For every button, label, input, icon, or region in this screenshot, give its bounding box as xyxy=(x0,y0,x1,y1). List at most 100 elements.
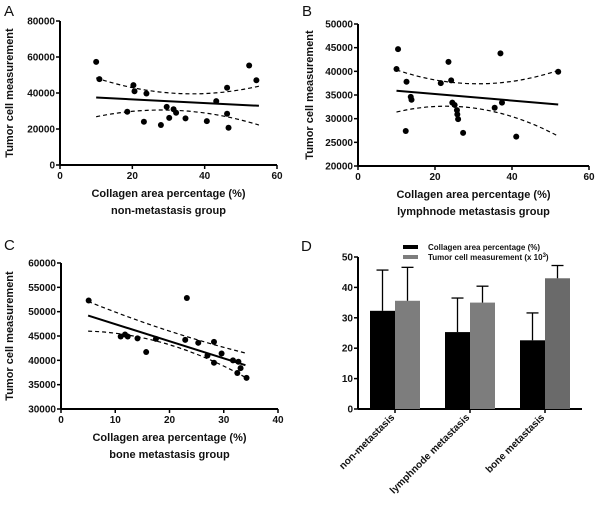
data-point xyxy=(85,297,92,304)
y-axis-title: Tumor cell measurement xyxy=(4,271,16,401)
y-tick-label: 40000 xyxy=(27,89,55,100)
data-point xyxy=(445,58,452,65)
data-point xyxy=(455,116,462,123)
legend-label-prefix: Tumor cell measurement (x 10 xyxy=(428,253,543,262)
data-point xyxy=(408,96,415,103)
data-point xyxy=(210,359,217,366)
lower-confidence-band xyxy=(88,330,246,378)
data-point xyxy=(124,108,131,115)
data-point xyxy=(204,352,211,359)
data-point xyxy=(403,78,410,85)
data-point xyxy=(437,80,444,87)
upper-confidence-band xyxy=(87,300,246,354)
data-point xyxy=(224,84,231,91)
data-point xyxy=(498,99,505,106)
x-axis-title: Collagen area percentage (%) xyxy=(91,188,245,200)
x-tick-label: 60 xyxy=(271,171,283,182)
y-tick-label: 20000 xyxy=(325,162,353,173)
y-tick-label: 20000 xyxy=(27,125,55,136)
panel-subtitle: non-metastasis group xyxy=(111,205,226,217)
x-tick-label: 60 xyxy=(583,172,595,183)
data-point xyxy=(131,88,138,95)
panel-label: D xyxy=(301,238,312,255)
y-tick-label: 30000 xyxy=(325,114,353,125)
legend-label-tumor-cell: Tumor cell measurement (x 103) xyxy=(428,253,549,262)
y-axis-title: Tumor cell measurement xyxy=(304,30,316,160)
data-point xyxy=(163,103,170,110)
x-tick-label: 20 xyxy=(429,172,441,183)
panel-c: C 0 10 20 30 40 30000 35000 40000 45000 50000 55000… xyxy=(4,237,284,461)
data-point xyxy=(513,133,520,140)
y-axis-title: Tumor cell measurement xyxy=(4,28,16,158)
regression-line xyxy=(87,314,246,367)
data-point xyxy=(235,358,242,365)
x-tick-label: 10 xyxy=(110,415,122,426)
panel-subtitle: bone metastasis group xyxy=(109,449,230,461)
x-tick-label: 0 xyxy=(355,172,361,183)
y-tick-label: 35000 xyxy=(325,91,353,102)
upper-confidence-band xyxy=(396,69,559,85)
y-tick-label: 40 xyxy=(342,283,354,294)
x-tick-label: 40 xyxy=(199,171,211,182)
data-point xyxy=(246,62,253,69)
y-tick-label: 80000 xyxy=(27,17,55,28)
legend-swatch-collagen xyxy=(403,245,418,249)
panel-b: B 0 20 40 60 20000 25000 30000 35000 40000 45000 50… xyxy=(302,3,595,218)
data-point xyxy=(555,68,562,75)
data-point xyxy=(225,124,232,131)
data-point xyxy=(130,82,137,89)
data-point xyxy=(448,77,455,84)
x-tick-label: 30 xyxy=(218,415,230,426)
y-tick-label: 50000 xyxy=(325,20,353,31)
x-tick-label: 20 xyxy=(127,171,139,182)
panel-a: A 0 20 40 60 0 20000 40000 60000 80000 Collagen ar… xyxy=(4,3,283,217)
legend-label-collagen: Collagen area percentage (%) xyxy=(428,243,540,252)
x-tick-label: 0 xyxy=(57,171,63,182)
x-tick-label: 40 xyxy=(272,415,284,426)
bar-tumor-cell xyxy=(470,302,495,409)
data-point xyxy=(497,50,504,57)
bar-tumor-cell xyxy=(545,278,570,409)
x-tick-label: 0 xyxy=(58,415,64,426)
data-point xyxy=(234,369,241,376)
x-axis-title: Collagen area percentage (%) xyxy=(396,189,550,201)
data-point xyxy=(182,115,189,122)
x-tick-label: 20 xyxy=(164,415,176,426)
data-point xyxy=(393,65,400,72)
y-tick-label: 45000 xyxy=(325,43,353,54)
legend-label-suffix: ) xyxy=(546,253,549,262)
y-tick-label: 60000 xyxy=(28,259,56,270)
data-point xyxy=(134,335,141,342)
data-point xyxy=(182,336,189,343)
regression-line xyxy=(96,96,259,107)
data-point xyxy=(157,122,164,129)
data-point xyxy=(166,114,173,121)
data-point xyxy=(451,101,458,108)
bar-collagen xyxy=(445,332,470,409)
y-tick-label: 60000 xyxy=(27,53,55,64)
data-point xyxy=(395,46,402,53)
y-tick-label: 55000 xyxy=(28,283,56,294)
bar-collagen xyxy=(520,340,545,409)
data-point xyxy=(210,338,217,345)
y-tick-label: 30 xyxy=(342,313,354,324)
data-point xyxy=(140,118,147,125)
y-tick-label: 20 xyxy=(342,344,354,355)
panel-label: B xyxy=(302,3,312,20)
data-point xyxy=(402,127,409,134)
data-point xyxy=(454,111,461,118)
data-point xyxy=(218,350,225,357)
data-point xyxy=(143,90,150,97)
data-point xyxy=(152,335,159,342)
data-point xyxy=(229,357,236,364)
x-tick-label: 40 xyxy=(506,172,518,183)
bar-collagen xyxy=(370,310,395,409)
panel-label: C xyxy=(4,237,15,254)
data-point xyxy=(237,365,244,372)
legend-label-superscript: 3 xyxy=(543,253,547,259)
y-tick-label: 40000 xyxy=(28,356,56,367)
y-tick-label: 45000 xyxy=(28,332,56,343)
data-point xyxy=(224,110,231,117)
